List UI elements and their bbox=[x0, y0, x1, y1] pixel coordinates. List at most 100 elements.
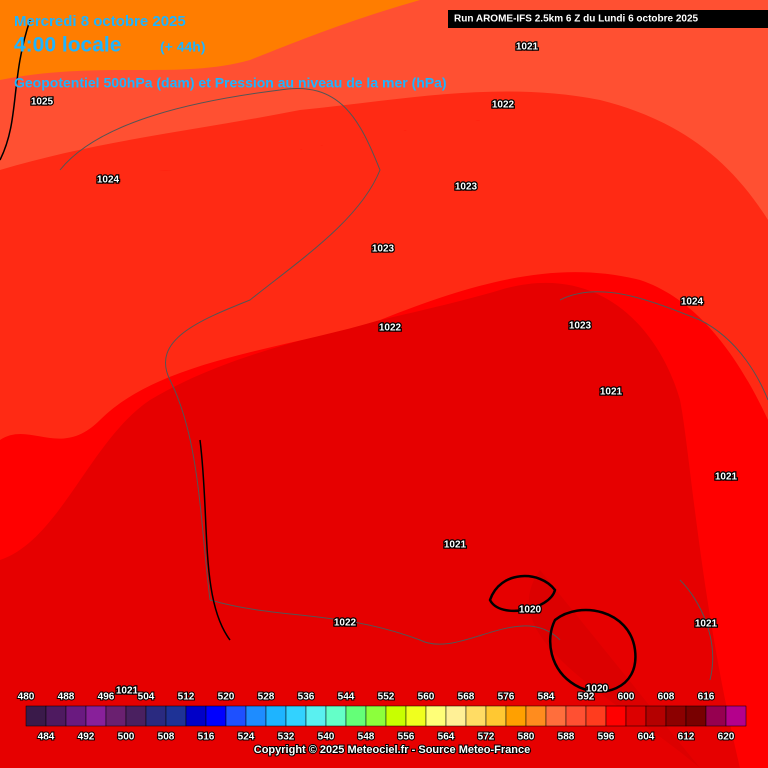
colorbar-box bbox=[705, 705, 727, 727]
colorbar-label: 572 bbox=[478, 732, 495, 743]
colorbar-label: 592 bbox=[578, 692, 595, 703]
colorbar-label: 480 bbox=[18, 692, 35, 703]
run-box bbox=[448, 10, 768, 28]
colorbar-label: 500 bbox=[118, 732, 135, 743]
isobar-label: 1022 bbox=[492, 100, 515, 111]
colorbar-label: 536 bbox=[298, 692, 315, 703]
isobar-label: 1024 bbox=[681, 297, 704, 308]
colorbar-label: 580 bbox=[518, 732, 535, 743]
colorbar-label: 600 bbox=[618, 692, 635, 703]
colorbar-box bbox=[65, 705, 87, 727]
colorbar-box bbox=[305, 705, 327, 727]
coastlines bbox=[59, 88, 768, 681]
colorbar-box bbox=[585, 705, 607, 727]
colorbar-box bbox=[645, 705, 667, 727]
colorbar-label: 492 bbox=[78, 732, 95, 743]
colorbar-label: 520 bbox=[218, 692, 235, 703]
colorbar-label: 560 bbox=[418, 692, 435, 703]
colorbar-box bbox=[605, 705, 627, 727]
colorbar-label: 568 bbox=[458, 692, 475, 703]
colorbar-box bbox=[365, 705, 387, 727]
colorbar-box bbox=[225, 705, 247, 727]
field-band bbox=[0, 0, 420, 80]
colorbar-label: 488 bbox=[58, 692, 75, 703]
colorbar-box bbox=[85, 705, 107, 727]
colorbar-label: 612 bbox=[678, 732, 695, 743]
colorbar-label: 604 bbox=[638, 732, 655, 743]
colorbar-label: 552 bbox=[378, 692, 395, 703]
colorbar-label: 516 bbox=[198, 732, 215, 743]
isobar-label: 1021 bbox=[116, 686, 139, 697]
colorbar-box bbox=[425, 705, 447, 727]
colorbar-label: 524 bbox=[238, 732, 255, 743]
colorbar-label: 576 bbox=[498, 692, 515, 703]
colorbar-box bbox=[525, 705, 547, 727]
colorbar-box bbox=[465, 705, 487, 727]
colorbar-box bbox=[565, 705, 587, 727]
colorbar-label: 508 bbox=[158, 732, 175, 743]
colorbar-label: 540 bbox=[318, 732, 335, 743]
isobar-label: 1021 bbox=[695, 619, 718, 630]
isobar-label: 1022 bbox=[379, 323, 402, 334]
colorbar-box bbox=[385, 705, 407, 727]
colorbar-label: 608 bbox=[658, 692, 675, 703]
colorbar-label: 484 bbox=[38, 732, 55, 743]
colorbar-label: 564 bbox=[438, 732, 455, 743]
colorbar-box bbox=[245, 705, 267, 727]
colorbar-box bbox=[625, 705, 647, 727]
colorbar-box bbox=[25, 705, 47, 727]
colorbar-box bbox=[665, 705, 687, 727]
colorbar-label: 496 bbox=[98, 692, 115, 703]
colorbar-box bbox=[725, 705, 747, 727]
colorbar-box bbox=[325, 705, 347, 727]
isobar-label: 1021 bbox=[715, 472, 738, 483]
isobar-label: 1023 bbox=[569, 321, 592, 332]
isobar-label: 1022 bbox=[334, 618, 357, 629]
colorbar-label: 596 bbox=[598, 732, 615, 743]
colorbar-box bbox=[45, 705, 67, 727]
colorbar-box bbox=[345, 705, 367, 727]
isobar-label: 1021 bbox=[444, 540, 467, 551]
colorbar-label: 616 bbox=[698, 692, 715, 703]
colorbar-label: 544 bbox=[338, 692, 355, 703]
colorbar-label: 512 bbox=[178, 692, 195, 703]
colorbar-label: 556 bbox=[398, 732, 415, 743]
isobar-label: 1023 bbox=[455, 182, 478, 193]
isobar-label: 1025 bbox=[31, 97, 54, 108]
colorbar-box bbox=[125, 705, 147, 727]
colorbar-box bbox=[285, 705, 307, 727]
colorbar-box bbox=[405, 705, 427, 727]
colorbar-box bbox=[545, 705, 567, 727]
colorbar-box bbox=[105, 705, 127, 727]
colorbar-box bbox=[485, 705, 507, 727]
isobar-label: 1020 bbox=[586, 684, 609, 695]
colorbar-label: 620 bbox=[718, 732, 735, 743]
isobar-label: 1021 bbox=[516, 42, 539, 53]
colorbar-box bbox=[265, 705, 287, 727]
colorbar-label: 588 bbox=[558, 732, 575, 743]
isobar-label: 1021 bbox=[600, 387, 623, 398]
colorbar-box bbox=[505, 705, 527, 727]
colorbar-box bbox=[445, 705, 467, 727]
isobar-label: 1023 bbox=[372, 244, 395, 255]
colorbar-label: 584 bbox=[538, 692, 555, 703]
colorbar-label: 528 bbox=[258, 692, 275, 703]
subtitle: Geopotentiel 500hPa (dam) et Pression au… bbox=[14, 75, 447, 91]
colorbar-box bbox=[185, 705, 207, 727]
isobars bbox=[0, 19, 637, 693]
title-date: Mercredi 8 octobre 2025 bbox=[14, 13, 186, 30]
run-info: Run AROME-IFS 2.5km 6 Z du Lundi 6 octob… bbox=[454, 14, 699, 25]
isobar-label: 1020 bbox=[519, 605, 542, 616]
title-time: 4:00 locale bbox=[14, 34, 121, 57]
isobar-label: 1024 bbox=[97, 175, 120, 186]
colorbar-box bbox=[685, 705, 707, 727]
colorbar-label: 504 bbox=[138, 692, 155, 703]
lead-time: (+ 44h) bbox=[160, 39, 206, 55]
copyright: Copyright © 2025 Meteociel.fr - Source M… bbox=[254, 744, 530, 756]
colorbar-box bbox=[145, 705, 167, 727]
colorbar-label: 548 bbox=[358, 732, 375, 743]
colorbar-box bbox=[165, 705, 187, 727]
colorbar-box bbox=[205, 705, 227, 727]
colorbar-label: 532 bbox=[278, 732, 295, 743]
